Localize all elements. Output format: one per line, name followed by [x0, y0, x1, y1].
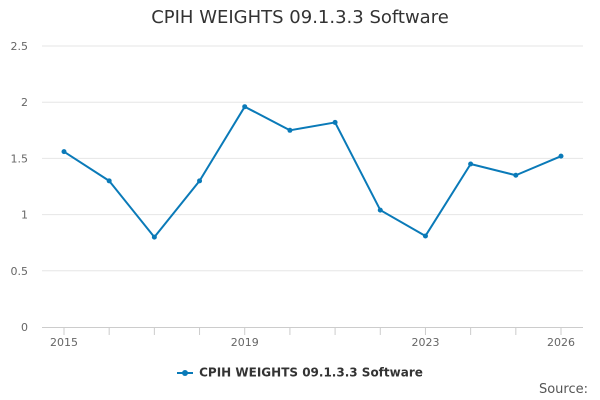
grid-lines [42, 45, 583, 272]
data-point [287, 127, 293, 133]
y-tick-label: 0 [21, 321, 28, 334]
series-group [61, 104, 564, 240]
x-tick-label: 2015 [50, 336, 78, 349]
y-tick-label: 1.5 [11, 152, 29, 165]
source-label: Source: [538, 382, 588, 397]
x-tick-label: 2019 [231, 336, 259, 349]
legend-label: CPIH WEIGHTS 09.1.3.3 Software [199, 365, 423, 380]
data-point [106, 178, 112, 184]
data-point [197, 178, 203, 184]
data-point [513, 172, 519, 178]
x-tick-label: 2023 [411, 336, 439, 349]
y-tick-label: 1 [21, 209, 28, 222]
y-tick-label: 0.5 [11, 265, 29, 278]
x-axis: 2015 2019 2023 2026 [42, 327, 583, 349]
data-point [151, 234, 157, 240]
series-line [63, 105, 562, 239]
data-point [422, 233, 428, 239]
y-tick-label: 2.5 [11, 40, 29, 53]
data-point [377, 207, 383, 213]
data-point [242, 104, 248, 110]
data-point [468, 161, 474, 167]
x-tick-label: 2026 [547, 336, 575, 349]
data-point [332, 119, 338, 125]
data-point [61, 149, 67, 155]
chart-title: CPIH WEIGHTS 09.1.3.3 Software [151, 7, 449, 28]
data-point [558, 153, 564, 159]
y-axis-ticks: 0 0.5 1 1.5 2 2.5 [11, 40, 29, 334]
legend-line-marker-icon [177, 368, 194, 378]
legend[interactable]: CPIH WEIGHTS 09.1.3.3 Software [0, 365, 600, 380]
y-tick-label: 2 [21, 96, 28, 109]
